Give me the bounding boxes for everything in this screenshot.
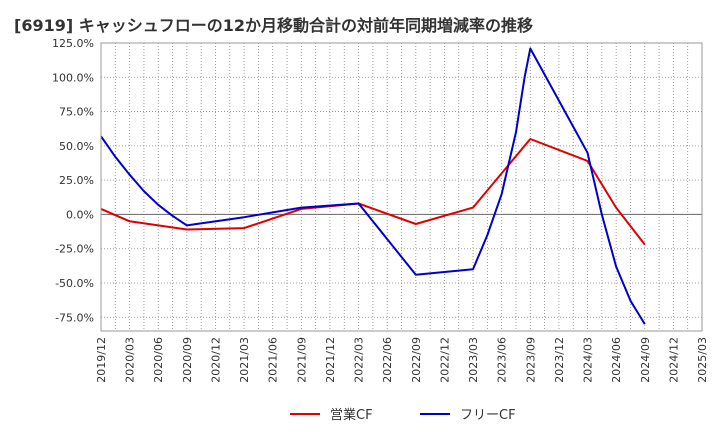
x-tick-label: 2020/06: [152, 337, 165, 383]
x-tick-label: 2020/09: [181, 337, 194, 383]
x-tick-label: 2025/03: [696, 337, 709, 383]
x-axis-ticks: 2019/12 2020/03 2020/06 2020/09 2020/12 2021/…: [95, 337, 709, 383]
y-tick-label: -50.0%: [55, 277, 94, 290]
y-tick-label: 125.0%: [52, 37, 94, 50]
series-lines: [100, 47, 646, 325]
y-tick-label: 25.0%: [59, 174, 94, 187]
x-tick-label: 2021/09: [295, 337, 308, 383]
x-tick-label: 2021/12: [324, 337, 337, 383]
legend-label: フリーCF: [460, 408, 516, 423]
x-tick-label: 2023/09: [524, 337, 537, 383]
legend: 営業CF フリーCF: [290, 407, 516, 423]
x-tick-label: 2022/09: [410, 337, 423, 383]
x-tick-label: 2023/06: [496, 337, 509, 383]
legend-label: 営業CF: [330, 407, 373, 423]
y-tick-label: -75.0%: [55, 311, 94, 324]
x-tick-label: 2022/03: [353, 337, 366, 383]
series-line-営業CF: [100, 138, 646, 246]
y-tick-label: 50.0%: [59, 140, 94, 153]
x-tick-label: 2021/03: [238, 337, 251, 383]
y-tick-label: 75.0%: [59, 106, 94, 119]
x-tick-label: 2020/03: [124, 337, 137, 383]
y-tick-label: 0.0%: [66, 208, 94, 221]
series-line-フリーCF: [100, 47, 646, 325]
chart-title: [6919] キャッシュフローの12か月移動合計の対前年同期増減率の推移: [14, 16, 533, 35]
x-tick-label: 2024/09: [639, 337, 652, 383]
x-tick-label: 2023/03: [467, 337, 480, 383]
x-tick-label: 2022/12: [438, 337, 451, 383]
y-tick-label: -25.0%: [55, 243, 94, 256]
x-tick-label: 2021/06: [267, 337, 280, 383]
x-tick-label: 2023/12: [553, 337, 566, 383]
y-axis-ticks: 125.0% 100.0% 75.0% 50.0% 25.0% 0.0% -25.0% -50…: [52, 37, 94, 324]
grid-lines: [100, 42, 703, 331]
x-tick-label: 2024/06: [610, 337, 623, 383]
x-tick-label: 2022/06: [381, 337, 394, 383]
y-tick-label: 100.0%: [52, 71, 94, 84]
x-tick-label: 2020/12: [209, 337, 222, 383]
x-tick-label: 2019/12: [95, 337, 108, 383]
x-tick-label: 2024/03: [582, 337, 595, 383]
x-tick-label: 2024/12: [667, 337, 680, 383]
plot-frame: [100, 42, 703, 332]
